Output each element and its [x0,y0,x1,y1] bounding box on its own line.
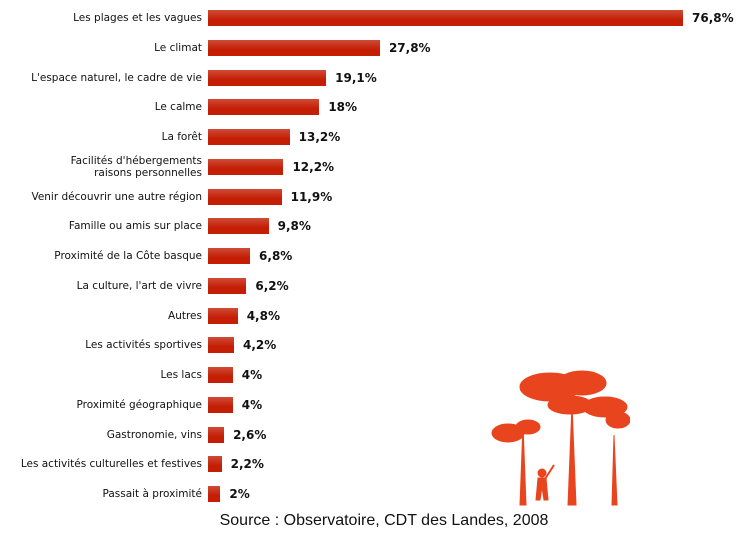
bar [208,158,284,175]
value-label: 2,2% [230,457,264,472]
value-label: 4% [241,368,263,382]
value-label: 6,8% [259,249,293,263]
category-label: Autres [168,309,202,322]
value-label: 4,8% [246,308,280,323]
bar [208,277,247,294]
value-label: 6,2% [255,278,289,293]
bar [208,307,238,324]
value-label: 19,1% [335,70,377,85]
value-label: 2,6% [233,427,267,442]
value-label: 13,2% [298,130,341,144]
category-label: Les lacs [160,369,202,381]
bar [208,39,380,56]
bar [208,10,683,26]
category-label: Proximité de la Côte basque [54,250,202,262]
category-label: Famille ou amis sur place [68,220,202,233]
bar [208,188,282,205]
bar [208,367,233,383]
category-label: Venir découvrir une autre région [31,190,202,203]
category-label: Facilités d'hébergements raisons personn… [70,154,202,179]
bar [208,129,290,145]
bar [208,396,233,413]
bar [208,218,269,235]
bar [208,486,221,502]
value-label: 4% [241,397,263,412]
value-label: 11,9% [290,189,333,204]
value-label: 27,8% [388,40,431,55]
value-label: 18% [328,100,358,115]
category-label: Le climat [154,41,202,54]
category-label: La culture, l'art de vivre [76,279,202,292]
category-label: La forêt [161,131,202,143]
category-label: Le calme [154,101,202,114]
category-label: Gastronomie, vins [106,428,202,441]
bar [208,456,222,473]
value-label: 4,2% [242,338,277,353]
bar [208,69,327,86]
source: Source : Observatoire, CDT des Landes, 2… [219,512,549,529]
category-label: Proximité géographique [76,398,202,411]
category-label: L'espace naturel, le cadre de vie [31,71,202,84]
bar [208,99,320,116]
bar [208,337,234,354]
bar [208,426,225,443]
value-label: 12,2% [292,159,335,174]
value-label: 2% [229,487,250,501]
category-label: Les plages et les vagues [73,12,202,24]
category-label: Les activités sportives [85,339,202,352]
category-label: Les activités culturelles et festives [20,458,202,471]
tree-illustration [491,370,630,506]
value-label: 76,8% [692,11,734,25]
value-label: 9,8% [277,219,311,234]
bar [208,248,251,264]
category-label: Passait à proximité [102,488,202,500]
